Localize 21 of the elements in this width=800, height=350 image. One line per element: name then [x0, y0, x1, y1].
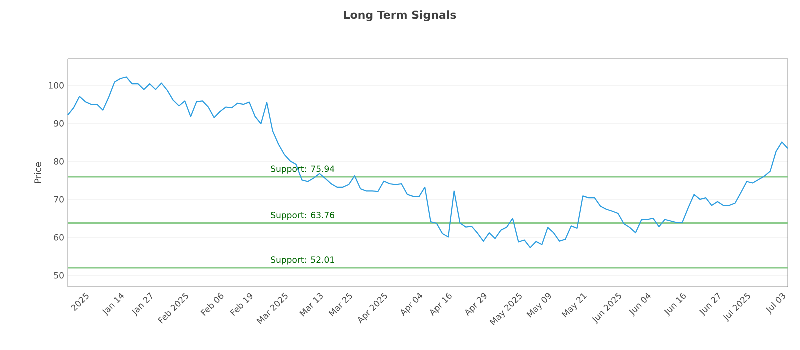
- y-tick-label: 100: [49, 82, 64, 89]
- y-axis-title: Price: [34, 162, 42, 184]
- x-tick-label: Feb 19: [230, 293, 253, 316]
- ref-line-label: Support: 52.01: [271, 256, 334, 265]
- x-tick-label: Apr 04: [401, 293, 423, 316]
- x-tick-label: Jun 04: [629, 293, 651, 317]
- y-tick-label: 70: [54, 196, 64, 203]
- x-tick-label: Feb 06: [200, 292, 224, 316]
- y-tick-label: 80: [54, 158, 64, 165]
- chart-title: Long Term Signals: [344, 10, 456, 22]
- x-tick-label: Jun 27: [699, 292, 720, 317]
- x-tick-label: Jun 16: [664, 292, 686, 317]
- y-tick-label: 90: [54, 120, 64, 127]
- x-tick-label: Apr 29: [465, 293, 487, 316]
- x-tick-label: Jan 27: [132, 292, 152, 317]
- x-tick-label: Jul 03: [766, 293, 786, 315]
- x-tick-label: Apr 16: [430, 292, 452, 316]
- y-tick-label: 60: [54, 234, 64, 241]
- ref-line-label: Support: 63.76: [271, 212, 335, 220]
- y-tick-label: 50: [54, 272, 64, 279]
- x-tick-label: Jan 14: [102, 292, 124, 317]
